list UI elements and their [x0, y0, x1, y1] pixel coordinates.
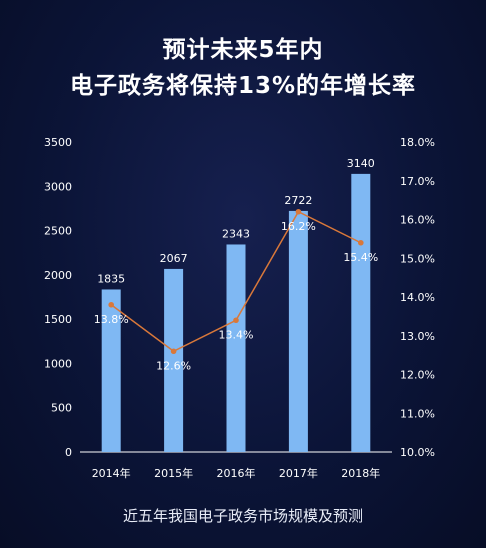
right-tick-label: 11.0%: [400, 407, 435, 420]
left-tick-label: 0: [65, 446, 72, 459]
bar-value-label: 2722: [284, 194, 312, 207]
right-tick-label: 15.0%: [400, 252, 435, 265]
right-tick-label: 12.0%: [400, 369, 435, 382]
right-tick-label: 14.0%: [400, 291, 435, 304]
x-tick-label: 2016年: [217, 466, 256, 480]
growth-value-label: 13.4%: [219, 328, 254, 341]
bar-value-label: 2343: [222, 227, 250, 240]
left-tick-label: 2000: [44, 269, 72, 282]
bar: [164, 268, 184, 452]
left-tick-label: 3500: [44, 136, 72, 149]
bar-value-label: 2067: [160, 252, 188, 265]
x-tick-label: 2014年: [92, 466, 131, 480]
growth-value-label: 13.8%: [94, 313, 129, 326]
growth-value-label: 12.6%: [156, 359, 191, 372]
right-tick-label: 13.0%: [400, 330, 435, 343]
right-tick-label: 18.0%: [400, 136, 435, 149]
left-tick-label: 1000: [44, 357, 72, 370]
bar: [226, 244, 246, 452]
growth-point: [358, 239, 364, 246]
growth-point: [170, 348, 177, 355]
x-tick-label: 2015年: [154, 466, 193, 480]
bar: [288, 210, 308, 452]
x-axis-ticks: 2014年 2015年 2016年 2017年 2018年: [92, 466, 381, 480]
left-axis-ticks: 0 500 1000 1500 2000 2500 3000 3500: [44, 136, 72, 459]
chart-caption: 近五年我国电子政务市场规模及预测: [122, 507, 363, 525]
left-tick-label: 3000: [44, 180, 72, 193]
right-axis-ticks: 10.0% 11.0% 12.0% 13.0% 14.0% 15.0% 16.0% 17.0%…: [400, 136, 435, 459]
bar-series: 1835 2067 2343 2722 3140: [97, 157, 375, 452]
left-tick-label: 2500: [44, 225, 72, 238]
x-tick-label: 2018年: [341, 466, 380, 480]
bar: [351, 173, 371, 452]
growth-point: [233, 317, 239, 324]
right-tick-label: 17.0%: [400, 175, 435, 188]
bar-value-label: 1835: [97, 272, 125, 285]
growth-value-label: 16.2%: [281, 220, 316, 233]
right-tick-label: 10.0%: [400, 446, 435, 459]
growth-point: [108, 301, 114, 308]
right-tick-label: 16.0%: [400, 214, 435, 227]
chart-title-line1: 预计未来5年内: [162, 37, 324, 63]
left-tick-label: 1500: [44, 313, 72, 326]
growth-point: [295, 208, 302, 215]
growth-line-series: 13.8% 12.6% 13.4% 16.2% 15.4%: [94, 208, 378, 372]
left-tick-label: 500: [51, 402, 72, 415]
x-tick-label: 2017年: [279, 466, 318, 480]
chart-title-line2: 电子政务将保持13%的年增长率: [69, 73, 417, 99]
bar: [101, 289, 121, 452]
growth-value-label: 15.4%: [343, 251, 378, 264]
bar-value-label: 3140: [347, 157, 375, 170]
